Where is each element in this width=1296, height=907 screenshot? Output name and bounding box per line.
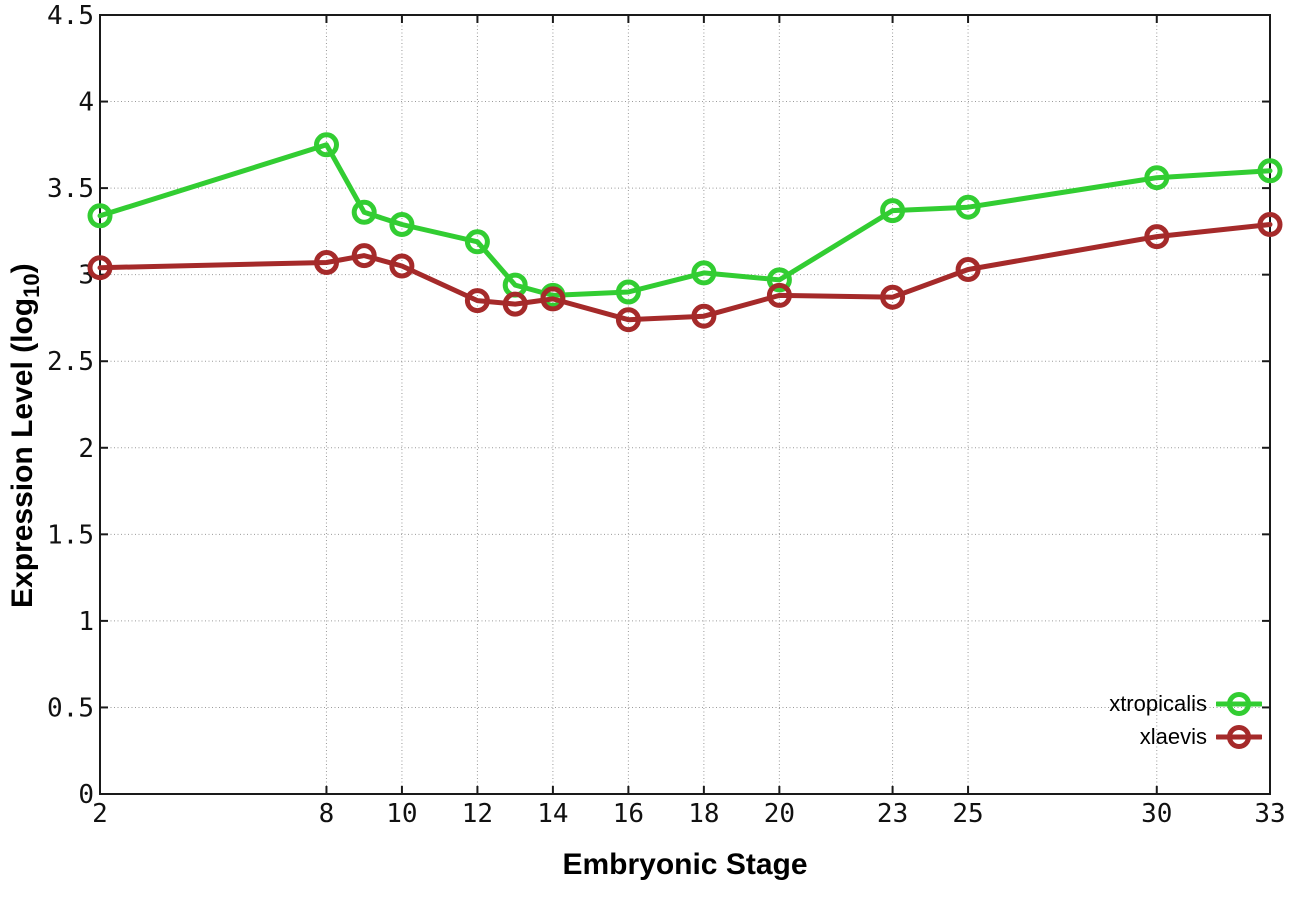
- legend-sample-marker: [1227, 691, 1251, 716]
- series-xlaevis-point: [1257, 212, 1283, 237]
- series-xtropicalis-point: [1257, 158, 1283, 184]
- plot-border: [99, 14, 1271, 795]
- series-xtropicalis-point: [87, 203, 113, 229]
- series-xlaevis-point: [389, 253, 415, 279]
- series-xlaevis-point: [351, 243, 377, 269]
- series-xtropicalis-point: [691, 260, 717, 286]
- y-axis-label-text: Expression Level (log: [6, 297, 39, 608]
- series-xtropicalis-point: [389, 212, 415, 237]
- y-tick-label: 0: [78, 780, 94, 810]
- series-xlaevis-point: [314, 250, 339, 275]
- x-tick-label: 12: [462, 799, 493, 829]
- series-xlaevis-point: [464, 288, 490, 314]
- y-axis-label-suffix: ): [6, 263, 39, 274]
- x-tick-label: 30: [1141, 799, 1172, 829]
- x-tick-label: 16: [613, 799, 644, 829]
- x-tick-label: 8: [319, 799, 335, 829]
- series-xlaevis-point: [1144, 224, 1170, 250]
- series-xtropicalis-point: [880, 198, 906, 224]
- x-tick-label: 33: [1254, 799, 1285, 829]
- legend-item-xlaevis: xlaevis: [1109, 720, 1262, 753]
- series-xlaevis-point: [615, 307, 641, 333]
- legend-label-xlaevis: xlaevis: [1139, 723, 1207, 749]
- legend-item-xtropicalis: xtropicalis: [1109, 687, 1262, 720]
- series-xtropicalis-line: [97, 142, 1273, 298]
- series-xlaevis-point: [502, 291, 528, 317]
- x-tick-label: 20: [764, 799, 795, 829]
- legend-sample-marker: [1227, 724, 1251, 749]
- series-xlaevis-line: [97, 222, 1273, 323]
- x-tick-label: 10: [386, 799, 417, 829]
- legend: xtropicalis xlaevis: [1109, 687, 1262, 753]
- x-tick-label: 18: [688, 799, 719, 829]
- series-xtropicalis-point: [464, 229, 490, 255]
- series-xtropicalis-point: [615, 279, 641, 305]
- series-xlaevis-point: [880, 284, 906, 310]
- y-axis-label: Expression Level (log10): [6, 263, 44, 608]
- series-xtropicalis-point: [955, 194, 981, 220]
- series-xlaevis-point: [955, 257, 981, 282]
- series-xtropicalis-point: [314, 132, 339, 158]
- x-axis-label: Embryonic Stage: [562, 848, 808, 881]
- y-tick-label: 1.5: [47, 520, 94, 550]
- series-xtropicalis-point: [766, 267, 792, 293]
- series-xlaevis-point: [540, 286, 566, 312]
- y-axis-label-subscript: 10: [19, 273, 44, 298]
- series-xlaevis-point: [766, 282, 792, 308]
- y-tick-label: 3.5: [47, 174, 94, 204]
- series-xtropicalis-point: [351, 199, 377, 225]
- series-xlaevis-point: [87, 255, 113, 281]
- y-tick-label: 1: [78, 607, 94, 637]
- legend-marker-xtropicalis: [1216, 691, 1262, 716]
- x-tick-label: 2: [92, 799, 108, 829]
- y-tick-label: 4.5: [47, 1, 94, 31]
- series-xtropicalis-point: [1144, 165, 1170, 191]
- y-tick-label: 4: [78, 88, 94, 118]
- x-tick-label: 23: [877, 799, 908, 829]
- legend-marker-xlaevis: [1216, 724, 1262, 749]
- series-xlaevis-point: [691, 303, 717, 329]
- x-tick-label: 14: [537, 799, 568, 829]
- y-tick-label: 2: [78, 434, 94, 464]
- x-tick-label: 25: [952, 799, 983, 829]
- y-tick-label: 2.5: [47, 347, 94, 377]
- legend-label-xtropicalis: xtropicalis: [1109, 690, 1207, 716]
- y-tick-label: 0.5: [47, 693, 94, 723]
